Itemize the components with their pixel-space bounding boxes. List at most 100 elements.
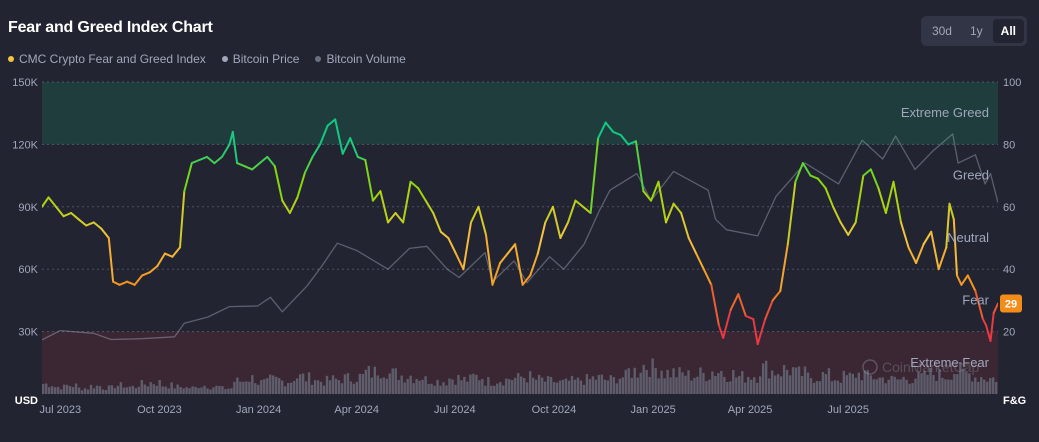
fear-greed-segment: [589, 137, 600, 214]
volume-bar: [726, 381, 729, 394]
fear-greed-segment: [179, 190, 186, 249]
volume-bar: [947, 379, 950, 394]
volume-bar: [430, 383, 433, 394]
x-axis-tick-label: Jul 2024: [434, 404, 476, 416]
fear-greed-segment: [62, 212, 73, 218]
fear-greed-segment: [956, 274, 963, 286]
volume-bar: [394, 368, 397, 394]
fear-greed-segment: [824, 187, 835, 208]
volume-bar: [732, 369, 735, 394]
fear-greed-segment: [356, 155, 367, 161]
volume-bar: [735, 377, 738, 394]
legend-item-fear-greed[interactable]: CMC Crypto Fear and Greed Index: [8, 52, 206, 66]
volume-bar: [977, 381, 980, 394]
coinmarketcap-logo-icon: [862, 359, 878, 375]
fear-greed-segment: [258, 155, 269, 165]
volume-bar: [642, 364, 645, 394]
volume-bar: [122, 387, 126, 394]
volume-bar: [905, 379, 908, 394]
fear-greed-segment: [163, 252, 174, 258]
volume-bar: [269, 374, 272, 394]
volume-bar: [770, 370, 774, 394]
fear-greed-segment: [687, 237, 698, 255]
fear-greed-segment: [100, 227, 110, 239]
volume-bar: [522, 378, 526, 394]
fear-greed-segment: [491, 262, 502, 286]
volume-bar: [382, 377, 385, 394]
volume-bar: [53, 387, 57, 394]
fear-greed-segment: [582, 205, 592, 214]
chart-title: Fear and Greed Index Chart: [8, 19, 213, 36]
volume-bar: [848, 372, 852, 394]
volume-bar: [708, 379, 711, 394]
x-axis-tick-label: Jan 2024: [236, 404, 281, 416]
volume-bar: [540, 377, 544, 394]
volume-bar: [442, 382, 445, 394]
volume-bar: [227, 388, 230, 394]
volume-bar: [573, 379, 577, 394]
volume-bar: [233, 381, 236, 394]
volume-bar: [881, 377, 884, 394]
volume-bar: [248, 381, 251, 394]
volume-bar: [543, 381, 547, 394]
volume-bar: [995, 382, 998, 394]
volume-bar: [236, 377, 239, 394]
volume-bar: [525, 382, 529, 394]
volume-bar: [119, 382, 123, 394]
fear-greed-segment: [854, 174, 865, 224]
volume-bar: [254, 383, 257, 394]
fear-greed-segment: [642, 190, 652, 202]
volume-bar: [693, 377, 696, 394]
fear-greed-segment: [992, 302, 998, 314]
volume-bar: [720, 371, 723, 394]
volume-bar: [612, 377, 615, 394]
fear-greed-segment: [42, 196, 50, 208]
time-range-selector: 30d 1y All: [920, 16, 1027, 46]
volume-bar: [457, 374, 460, 394]
legend-item-bitcoin-price[interactable]: Bitcoin Price: [221, 52, 299, 66]
fear-greed-segment: [236, 162, 246, 168]
fear-greed-segment: [729, 293, 740, 311]
fear-greed-segment: [243, 165, 254, 171]
range-30d-button[interactable]: 30d: [931, 24, 952, 38]
range-all-button[interactable]: All: [992, 19, 1024, 43]
volume-bar: [376, 375, 379, 394]
volume-bar: [839, 382, 843, 394]
volume-bar: [295, 378, 299, 394]
range-1y-button[interactable]: 1y: [969, 24, 983, 38]
volume-bar: [537, 374, 541, 394]
volume-bar: [173, 388, 176, 394]
volume-bar: [427, 384, 430, 394]
left-axis-tick-label: 150K: [12, 77, 38, 89]
volume-bar: [292, 381, 296, 394]
volume-bar: [561, 379, 565, 394]
volume-bar: [660, 370, 663, 394]
volume-bar: [705, 381, 708, 394]
volume-bar: [809, 378, 813, 394]
volume-bar: [289, 382, 293, 394]
volume-bar: [986, 381, 989, 394]
fear-greed-segment: [341, 137, 352, 155]
volume-bar: [206, 388, 209, 394]
fear-greed-segment: [779, 243, 789, 292]
fear-greed-segment: [786, 180, 797, 246]
volume-bar: [191, 386, 194, 394]
volume-bar: [582, 384, 586, 394]
fear-greed-segment: [371, 190, 382, 202]
volume-bar: [403, 382, 406, 394]
volume-bar: [875, 379, 878, 394]
current-value-text: 29: [1005, 299, 1017, 311]
volume-bar: [310, 384, 314, 394]
volume-bar: [756, 382, 759, 394]
fear-greed-segment: [304, 155, 314, 174]
volume-bar: [313, 380, 317, 394]
volume-bar: [71, 387, 75, 394]
fear-greed-segment: [231, 130, 239, 165]
legend-label-fear-greed: CMC Crypto Fear and Greed Index: [19, 52, 206, 66]
legend-item-bitcoin-volume[interactable]: Bitcoin Volume: [315, 52, 406, 66]
volume-bar: [68, 386, 72, 394]
x-axis-tick-label: Apr 2025: [728, 404, 773, 416]
x-axis-tick-label: Jan 2025: [630, 404, 675, 416]
fear-greed-segment: [722, 308, 732, 339]
